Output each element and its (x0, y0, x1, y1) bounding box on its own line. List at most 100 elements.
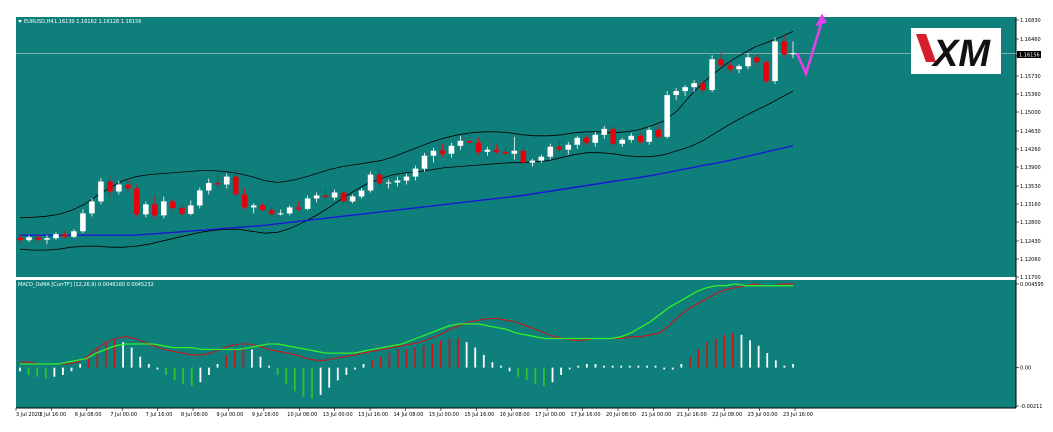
price-tick-label: 1.11700 (1020, 275, 1041, 281)
bearish-candle (170, 201, 176, 208)
indicator-tick-label: 0.004595 (1020, 282, 1044, 288)
time-tick-label: 16 Jul 08:00 (500, 412, 530, 418)
bearish-candle (700, 83, 706, 91)
moving-average-line (20, 145, 794, 236)
bearish-candle (520, 150, 527, 163)
bullish-candle (646, 129, 652, 142)
bullish-candle (44, 238, 50, 240)
bearish-candle (35, 237, 41, 240)
price-tick-label: 1.14260 (1020, 147, 1041, 153)
bearish-candle (232, 176, 239, 195)
time-tick-label: 9 Jul 16:00 (252, 412, 279, 418)
bullish-candle (709, 59, 715, 91)
bullish-candle (529, 160, 536, 163)
price-tick-label: 1.15360 (1020, 92, 1041, 98)
bullish-candle (619, 139, 626, 144)
price-tick-label: 1.15000 (1020, 110, 1041, 116)
time-tick-label: 15 Jul 16:00 (464, 412, 494, 418)
bearish-candle (107, 181, 113, 192)
time-tick-label: 23 Jul 00:00 (748, 412, 778, 418)
bearish-candle (475, 142, 482, 152)
bearish-candle (727, 65, 733, 70)
price-tick-label: 1.16830 (1020, 18, 1041, 24)
time-tick-label: 14 Jul 08:00 (394, 412, 424, 418)
symbol-label: EURUSD,H4 (24, 19, 54, 25)
bearish-candle (295, 207, 302, 209)
bearish-candle (493, 149, 500, 152)
bearish-candle (763, 62, 769, 82)
bullish-candle (80, 213, 86, 232)
indicator-tick-label: -0.00211 (1020, 404, 1042, 410)
bearish-candle (214, 183, 221, 185)
price-tick-label: 1.13900 (1020, 165, 1041, 171)
bullish-candle (547, 146, 554, 157)
bullish-candle (349, 196, 356, 202)
time-tick-label: 21 Jul 00:00 (641, 412, 671, 418)
bullish-candle (286, 207, 293, 214)
forecast-arrow (795, 24, 823, 78)
price-tick-label: 1.12430 (1020, 239, 1041, 245)
bullish-candle (772, 41, 778, 82)
bullish-candle (457, 140, 464, 146)
bullish-candle (592, 134, 599, 143)
bullish-candle (790, 53, 796, 55)
price-tick-label: 1.13160 (1020, 202, 1041, 208)
menu-triangle-icon[interactable] (18, 20, 22, 23)
current-price-label: 1.16156 (1019, 53, 1040, 59)
xm-logo: XM (911, 28, 1001, 75)
bearish-candle (466, 140, 473, 143)
time-tick-label: 8 Jul 08:00 (181, 412, 208, 418)
bullish-candle (664, 95, 670, 137)
bullish-candle (628, 135, 634, 140)
bearish-candle (268, 209, 275, 215)
bearish-candle (17, 237, 23, 241)
bullish-candle (736, 66, 742, 70)
bullish-candle (187, 205, 194, 214)
bollinger-lower-band (19, 90, 794, 251)
logo-text: XM (931, 33, 991, 75)
bearish-candle (179, 207, 185, 214)
time-tick-label: 3 Jul 2020 (16, 412, 41, 418)
time-tick-label: 9 Jul 00:00 (216, 412, 243, 418)
time-tick-label: 20 Jul 08:00 (606, 412, 636, 418)
bullish-candle (538, 156, 545, 161)
bullish-candle (574, 137, 581, 145)
price-tick-label: 1.14630 (1020, 129, 1041, 135)
bearish-candle (125, 184, 131, 189)
price-tick-label: 1.15730 (1020, 74, 1041, 80)
forecast-arrow-head (815, 13, 827, 27)
bearish-candle (637, 135, 643, 142)
bullish-candle (394, 180, 401, 183)
time-tick-label: 17 Jul 16:00 (571, 412, 601, 418)
bearish-candle (655, 129, 661, 137)
bearish-candle (583, 137, 590, 143)
time-tick-label: 17 Jul 00:00 (535, 412, 565, 418)
main-price-panel[interactable] (16, 17, 1016, 277)
bullish-candle (448, 145, 455, 154)
bullish-candle (89, 201, 95, 214)
bullish-candle (430, 150, 437, 156)
bullish-candle (673, 91, 679, 96)
time-tick-label: 13 Jul 16:00 (358, 412, 388, 418)
macd-indicator-panel[interactable] (16, 280, 1016, 408)
bearish-candle (152, 204, 158, 216)
bearish-candle (241, 194, 248, 208)
bullish-candle (277, 213, 284, 215)
ohlc-label: 1.16130 1.16162 1.16128 1.16156 (54, 19, 141, 25)
bullish-candle (691, 83, 697, 88)
time-tick-label: 3 Jul 16:00 (39, 412, 66, 418)
bullish-candle (223, 176, 230, 185)
bullish-candle (53, 234, 59, 239)
bullish-candle (484, 149, 491, 152)
bullish-candle (565, 144, 572, 150)
bullish-candle (412, 168, 419, 177)
current-price-marker: 1.16156 (1017, 51, 1041, 59)
price-tick-label: 1.12060 (1020, 257, 1041, 263)
time-tick-label: 22 Jul 08:00 (712, 412, 742, 418)
bearish-candle (376, 174, 383, 184)
bullish-candle (385, 182, 392, 184)
chart-header: EURUSD,H4 1.16130 1.16162 1.16128 1.1615… (18, 19, 154, 288)
time-tick-label: 7 Jul 16:00 (146, 412, 173, 418)
